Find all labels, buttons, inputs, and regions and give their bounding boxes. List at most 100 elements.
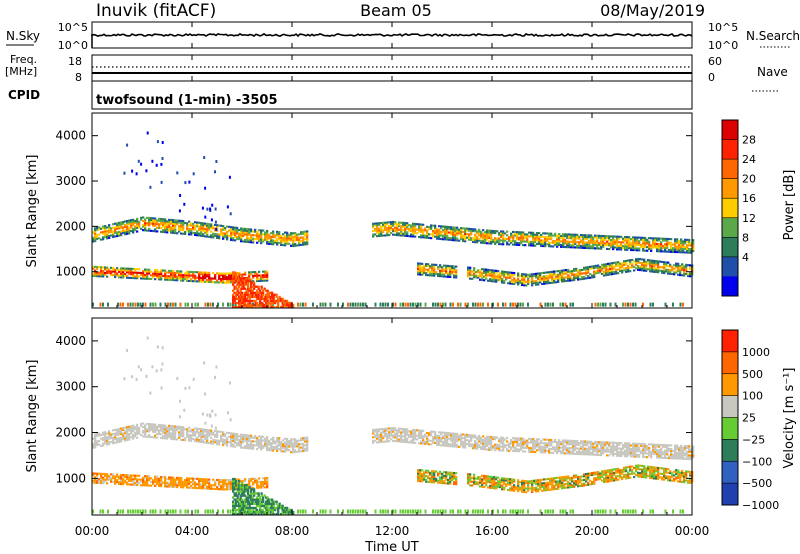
velocity-cell bbox=[94, 444, 97, 447]
power-cell bbox=[679, 266, 682, 269]
power-cell bbox=[212, 236, 215, 239]
power-cell bbox=[240, 229, 243, 232]
velocity-cell bbox=[120, 427, 123, 430]
power-cell bbox=[651, 263, 654, 266]
power-cell bbox=[648, 242, 651, 245]
power-cell bbox=[120, 232, 123, 235]
power-cell bbox=[617, 264, 620, 267]
velocity-cell bbox=[116, 439, 119, 442]
power-cell bbox=[386, 223, 389, 226]
velocity-cell bbox=[450, 432, 453, 435]
velocity-cell bbox=[594, 440, 597, 443]
velocity-cell bbox=[162, 426, 165, 429]
velocity-cell bbox=[94, 438, 97, 441]
power-cell bbox=[537, 283, 540, 286]
velocity-cell bbox=[646, 456, 649, 459]
velocity-cell bbox=[144, 435, 147, 438]
power-cell bbox=[564, 240, 567, 243]
power-cell bbox=[654, 239, 657, 242]
power-cell bbox=[182, 229, 185, 232]
power-cell bbox=[566, 237, 569, 240]
power-cell bbox=[144, 274, 147, 277]
power-cell bbox=[138, 271, 141, 274]
power-cell bbox=[254, 293, 257, 296]
power-cell bbox=[126, 276, 129, 279]
power-cell bbox=[641, 258, 644, 261]
velocity-cell bbox=[128, 438, 131, 441]
velocity-cell bbox=[220, 438, 223, 441]
power-cell bbox=[635, 258, 638, 261]
power-cell bbox=[144, 229, 147, 232]
power-cell bbox=[102, 266, 105, 269]
power-cell bbox=[265, 303, 268, 307]
power-cell bbox=[483, 268, 486, 271]
power-cell bbox=[400, 234, 403, 237]
velocity-cell bbox=[678, 455, 681, 458]
velocity-cell bbox=[270, 438, 273, 441]
power-cell bbox=[232, 275, 235, 278]
power-cell bbox=[132, 267, 135, 270]
velocity-cell bbox=[650, 450, 653, 453]
power-cell bbox=[246, 235, 249, 238]
velocity-cell bbox=[94, 446, 97, 449]
velocity-cell bbox=[234, 434, 237, 437]
velocity-cell bbox=[540, 451, 543, 454]
power-cell bbox=[655, 271, 658, 274]
velocity-cell bbox=[214, 439, 217, 442]
power-cell bbox=[258, 234, 261, 237]
velocity-cell bbox=[598, 441, 601, 444]
velocity-cell bbox=[274, 446, 277, 449]
power-cell bbox=[481, 277, 484, 280]
power-cell bbox=[274, 301, 277, 305]
velocity-cell bbox=[124, 432, 127, 435]
power-ylabel: Slant Range [km] bbox=[25, 155, 40, 268]
velocity-cell bbox=[512, 444, 515, 447]
power-cell bbox=[585, 271, 588, 274]
velocity-cell bbox=[498, 443, 501, 446]
velocity-cell bbox=[122, 432, 125, 435]
power-cell bbox=[230, 279, 233, 282]
power-cell bbox=[567, 276, 570, 279]
power-cell bbox=[130, 220, 133, 223]
power-cell bbox=[250, 293, 253, 296]
power-cell bbox=[614, 242, 617, 245]
velocity-cell bbox=[652, 443, 655, 446]
velocity-cell bbox=[280, 448, 283, 451]
velocity-cell bbox=[380, 441, 383, 444]
velocity-cell bbox=[528, 437, 531, 440]
velocity-cell bbox=[582, 453, 585, 456]
cpid-value: twofsound (1-min) -3505 bbox=[96, 93, 278, 108]
velocity-cell bbox=[272, 442, 275, 445]
power-cell bbox=[226, 279, 229, 282]
power-cell bbox=[239, 283, 242, 286]
velocity-cell bbox=[592, 453, 595, 456]
power-cell bbox=[254, 230, 257, 233]
power-cell bbox=[610, 244, 613, 247]
velocity-cell bbox=[112, 442, 115, 445]
power-cell bbox=[510, 241, 513, 244]
velocity-cell bbox=[562, 439, 565, 442]
power-cell bbox=[434, 228, 437, 231]
velocity-cell bbox=[230, 445, 233, 448]
power-cell bbox=[442, 238, 445, 241]
power-cell bbox=[232, 293, 235, 296]
power-cell bbox=[590, 239, 593, 242]
power-cell bbox=[256, 289, 259, 292]
power-cell bbox=[266, 229, 269, 232]
power-cell bbox=[271, 299, 274, 303]
power-cell bbox=[410, 224, 413, 227]
power-cell bbox=[266, 237, 269, 240]
power-cell bbox=[655, 260, 658, 263]
power-cell bbox=[176, 219, 179, 222]
power-cell bbox=[584, 237, 587, 240]
velocity-cell bbox=[522, 450, 525, 453]
power-cell bbox=[507, 282, 510, 285]
power-cell bbox=[192, 226, 195, 229]
power-cell bbox=[102, 275, 105, 278]
power-cell bbox=[666, 237, 669, 240]
power-cell bbox=[247, 279, 250, 282]
velocity-cell bbox=[596, 444, 599, 447]
velocity-cell bbox=[134, 428, 137, 431]
power-cell bbox=[222, 276, 225, 279]
velocity-cell bbox=[126, 428, 129, 431]
